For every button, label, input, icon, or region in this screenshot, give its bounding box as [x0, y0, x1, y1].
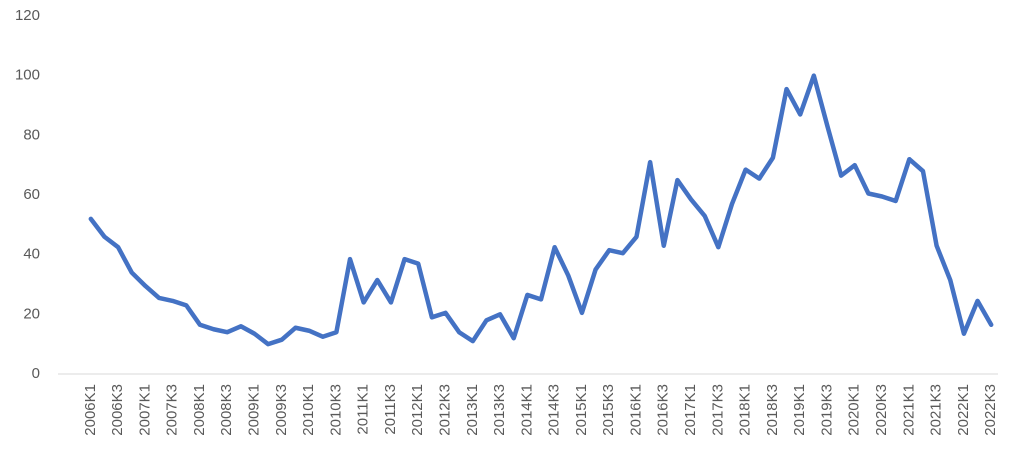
y-tick-label: 80	[23, 126, 40, 143]
x-tick-label: 2008K1	[191, 384, 208, 436]
x-tick-label: 2018K3	[764, 384, 781, 436]
x-tick-label: 2015K1	[573, 384, 590, 436]
x-tick-label: 2007K1	[136, 384, 153, 436]
x-tick-label: 2013K1	[464, 384, 481, 436]
x-tick-label: 2016K3	[655, 384, 672, 436]
x-tick-label: 2016K1	[627, 384, 644, 436]
x-tick-label: 2012K1	[409, 384, 426, 436]
x-tick-label: 2021K1	[900, 384, 917, 436]
x-tick-label: 2012K3	[436, 384, 453, 436]
x-tick-label: 2015K3	[600, 384, 617, 436]
x-tick-label: 2022K1	[955, 384, 972, 436]
x-tick-label: 2006K1	[82, 384, 99, 436]
x-tick-label: 2009K3	[273, 384, 290, 436]
x-tick-label: 2017K1	[682, 384, 699, 436]
x-tick-label: 2014K1	[518, 384, 535, 436]
x-tick-label: 2020K1	[846, 384, 863, 436]
y-tick-label: 100	[15, 67, 40, 84]
x-tick-label: 2007K3	[164, 384, 181, 436]
x-tick-label: 2022K3	[982, 384, 999, 436]
y-tick-label: 60	[23, 186, 40, 203]
x-tick-label: 2021K3	[928, 384, 945, 436]
x-tick-label: 2008K3	[218, 384, 235, 436]
x-tick-label: 2011K1	[355, 384, 372, 435]
x-tick-label: 2011K3	[382, 384, 399, 435]
data-line	[88, 73, 994, 347]
y-tick-label: 40	[23, 246, 40, 263]
y-tick-label: 20	[23, 305, 40, 322]
y-tick-label: 120	[15, 7, 40, 24]
x-tick-label: 2013K3	[491, 384, 508, 436]
x-tick-label: 2009K1	[245, 384, 262, 436]
x-tick-label: 2006K3	[109, 384, 126, 436]
x-tick-label: 2014K3	[546, 384, 563, 436]
x-tick-label: 2010K1	[300, 384, 317, 436]
x-tick-label: 2019K3	[818, 384, 835, 436]
x-tick-label: 2010K3	[327, 384, 344, 436]
x-tick-label: 2018K1	[737, 384, 754, 436]
x-tick-label: 2017K3	[709, 384, 726, 436]
y-tick-label: 0	[32, 365, 40, 382]
x-tick-label: 2020K3	[873, 384, 890, 436]
x-tick-label: 2019K1	[791, 384, 808, 436]
